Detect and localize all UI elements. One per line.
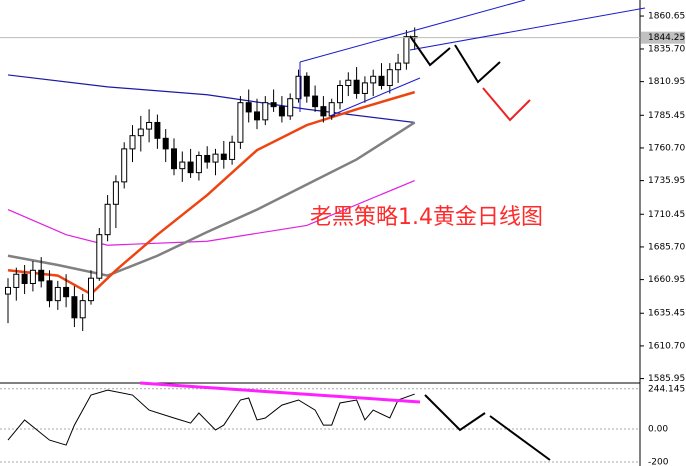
candle-body: [129, 135, 136, 150]
candle-body: [370, 75, 377, 84]
price-tag: [641, 31, 685, 44]
drawings: [139, 0, 646, 461]
candle-body: [312, 95, 319, 108]
candle-body: [171, 148, 177, 170]
arrow: [409, 35, 451, 67]
candle-body: [295, 75, 302, 100]
candle-body: [121, 148, 128, 183]
arrow: [489, 415, 551, 461]
candle-body: [403, 36, 410, 64]
candle-body: [187, 161, 194, 174]
candle-body: [195, 154, 202, 174]
candle-body: [345, 79, 352, 87]
y-tick-label: 1810.95: [648, 77, 685, 87]
candle-body: [320, 106, 327, 117]
candle-body: [38, 269, 45, 282]
y-tick-label: 1785.45: [648, 111, 685, 121]
y-tick-label: 1660.95: [648, 275, 685, 285]
y-tick-label: 1585.95: [648, 374, 685, 384]
candle-body: [46, 280, 53, 302]
plot-area: 1860.65 1835.70 1810.95 1785.45 1760.70 1735.…: [0, 12, 686, 466]
candle-body: [220, 153, 227, 160]
indicator-tick-label: 0.00: [648, 425, 668, 435]
y-tick-label: 1735.95: [648, 176, 685, 186]
indicator-tick-label: -200: [648, 458, 669, 466]
arrow: [424, 394, 486, 432]
candle-body: [88, 277, 94, 302]
candle-body: [112, 181, 119, 205]
candle-body: [96, 234, 103, 279]
indicator-line: [7, 389, 415, 446]
indicator-tick-label: 244.1452: [648, 384, 686, 394]
candle-body: [395, 62, 402, 71]
annotation: 老黑策略1.4黄金日线图: [310, 205, 543, 230]
divergence-line: [139, 381, 421, 404]
price-tag-label: 1844.25: [648, 33, 685, 43]
y-tick-label: 1685.70: [648, 242, 685, 252]
y-tick-label: 1710.45: [648, 210, 685, 220]
candle-body: [179, 161, 186, 170]
arrow: [482, 87, 531, 122]
candle-body: [162, 137, 169, 150]
candle-body: [21, 273, 28, 284]
candle-body: [303, 75, 310, 97]
moving-average: [7, 121, 416, 277]
candle-body: [386, 69, 393, 87]
candle-body: [104, 203, 111, 236]
candle-body: [71, 296, 78, 319]
candle-body: [137, 128, 144, 137]
candle-body: [337, 85, 343, 104]
candle-body: [29, 269, 36, 284]
candle-body: [63, 286, 70, 298]
arrow: [454, 44, 501, 84]
candle-body: [254, 111, 260, 121]
candle-body: [229, 141, 236, 160]
candle-body: [154, 121, 161, 139]
y-tick-label: 1835.70: [648, 44, 685, 54]
trendline: [299, 0, 526, 63]
candle-body: [204, 154, 211, 163]
y-tick-label: 1860.65: [648, 12, 685, 22]
candle-body: [146, 121, 153, 130]
candle-body: [245, 102, 252, 113]
y-tick-label: 1760.70: [648, 143, 685, 153]
candle-body: [54, 286, 61, 302]
candle-body: [237, 102, 244, 143]
candle-body: [361, 82, 368, 94]
candle-body: [5, 286, 11, 295]
candle-body: [287, 98, 294, 117]
trendline: [409, 7, 646, 51]
moving-average: [7, 179, 415, 246]
candle-body: [13, 273, 20, 288]
trendline: [329, 77, 421, 117]
candle-body: [328, 102, 335, 117]
candle-body: [79, 300, 86, 319]
y-tick-label: 1635.45: [648, 309, 685, 319]
y-tick-label: 1610.70: [648, 341, 685, 351]
candle-body: [378, 75, 385, 87]
candle-body: [262, 102, 269, 121]
candle-body: [270, 102, 277, 108]
candle-body: [212, 153, 219, 163]
candle-body: [278, 106, 285, 117]
candle-body: [353, 79, 360, 94]
